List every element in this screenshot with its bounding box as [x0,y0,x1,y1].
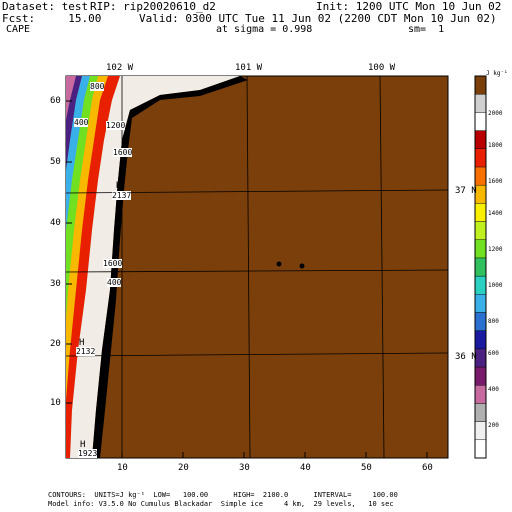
colorbar-swatch [474,312,487,331]
colorbar-swatch [474,166,487,186]
colorbar-tick: 600 [488,350,499,357]
valid-time: Valid: 0300 UTC Tue 11 Jun 02 (2200 CDT … [139,12,497,25]
lat-label-37: 37 N [455,186,477,196]
cape-bands [66,76,248,458]
colorbar-swatch [474,130,487,149]
marker-dot [299,263,305,269]
y-tick: 40 [50,218,61,228]
colorbar-tick: 1200 [488,246,503,253]
x-tick: 60 [422,463,433,473]
contour-label: 1600 [103,259,123,268]
init-time: Init: 1200 UTC Mon 10 Jun 02 [316,0,502,13]
lat-label-36: 36 N [455,352,477,362]
colorbar [474,75,487,459]
colorbar-tick: 200 [488,422,499,429]
axis-ticks [66,100,428,458]
colorbar-tick: 1800 [488,142,503,149]
colorbar-swatch [474,239,487,259]
sigma-level: at sigma = 0.998 [216,24,313,35]
colorbar-tick: 1600 [488,178,503,185]
smoothing: sm= 1 [408,24,445,35]
colorbar-swatch [474,148,487,168]
x-tick: 30 [239,463,250,473]
colorbar-swatch [474,403,487,422]
rip-label: RIP: rip20020610_d2 [90,0,216,13]
high-marker: H [80,440,86,450]
y-tick: 30 [50,279,61,289]
colorbar-units: J kg⁻¹ [486,70,508,77]
high-marker: H [116,181,122,191]
x-tick: 20 [178,463,189,473]
colorbar-swatch [474,439,487,459]
contour-label: 1600 [113,148,133,157]
contour-label: 2137 [112,191,132,200]
x-tick: 40 [300,463,311,473]
colorbar-tick: 1400 [488,210,503,217]
field-name: CAPE [6,24,31,35]
colorbar-tick: 2000 [488,110,503,117]
colorbar-swatch [474,221,487,240]
y-tick: 10 [50,398,61,408]
colorbar-swatch [474,203,487,222]
colorbar-frame [474,75,487,459]
colorbar-tick: 800 [488,318,499,325]
marker-dot [276,261,282,267]
contour-label: 1923 [78,449,98,458]
contour-label: 400 [74,118,89,127]
dataset-label: Dataset: test [2,0,89,13]
forecast-hour: Fcst: 15.00 [2,12,102,25]
map-background [65,75,449,459]
x-tick: 10 [117,463,128,473]
colorbar-swatch [474,257,487,277]
colorbar-swatch [474,275,487,295]
x-tick: 50 [361,463,372,473]
colorbar-swatch [474,75,487,95]
y-tick: 50 [50,157,61,167]
lon-label-101: 101 W [235,63,263,73]
contour-info: CONTOURS: UNITS=J kg⁻¹ LOW= 100.00 HIGH=… [48,491,398,499]
y-tick: 20 [50,339,61,349]
colorbar-swatch [474,93,487,113]
colorbar-swatch [474,421,487,441]
colorbar-swatch [474,112,487,131]
colorbar-tick: 1000 [488,282,503,289]
y-tick: 60 [50,96,61,106]
colorbar-swatch [474,294,487,313]
high-marker: H [79,338,85,348]
lon-label-100: 100 W [368,63,396,73]
contour-label: 800 [90,82,105,91]
colorbar-swatch [474,385,487,404]
model-info: Model info: V3.5.0 No Cumulus Blackadar … [48,500,394,508]
contour-label: 1200 [106,121,126,130]
colorbar-swatch [474,366,487,386]
contour-label: 400 [107,278,122,287]
colorbar-tick: 400 [488,386,499,393]
lon-label-102: 102 W [106,63,134,73]
contour-label: 2132 [76,347,96,356]
colorbar-swatch [474,330,487,350]
